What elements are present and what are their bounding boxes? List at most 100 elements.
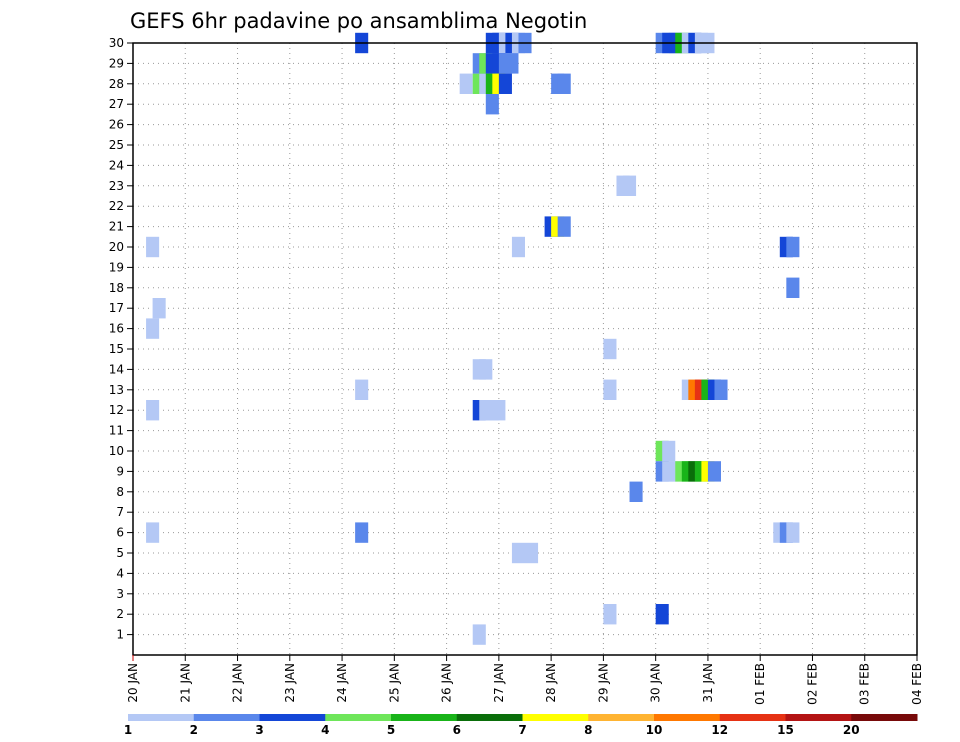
heatmap-cell — [459, 73, 473, 94]
y-tick-label: 9 — [116, 464, 124, 478]
x-tick-label: 03 FEB — [858, 663, 872, 705]
y-tick-label: 23 — [109, 179, 124, 193]
colorbar-swatch — [456, 714, 523, 721]
y-tick-label: 1 — [116, 628, 124, 642]
heatmap-cell — [714, 379, 728, 400]
y-tick-label: 6 — [116, 526, 124, 540]
colorbar-label: 15 — [777, 723, 794, 737]
y-tick-label: 15 — [109, 342, 124, 356]
x-tick-label: 26 JAN — [440, 663, 454, 703]
y-tick-label: 17 — [109, 301, 124, 315]
x-tick-label: 29 JAN — [596, 663, 610, 703]
y-axis: 1234567891011121314151617181920212223242… — [109, 36, 133, 642]
x-tick-label: 25 JAN — [387, 663, 401, 703]
colorbar-swatch — [128, 714, 195, 721]
heatmap-cell — [146, 400, 160, 421]
x-tick-label: 27 JAN — [492, 663, 506, 703]
heatmap-cell — [603, 338, 617, 360]
y-tick-label: 2 — [116, 607, 124, 621]
y-tick-label: 28 — [109, 77, 124, 91]
y-tick-label: 18 — [109, 281, 124, 295]
heatmap-cell — [603, 604, 617, 625]
y-tick-label: 14 — [109, 362, 124, 376]
heatmap-cell — [557, 216, 571, 237]
colorbar: 1 2 3 4 5 6 7 8 10 12 15 20 — [124, 714, 918, 737]
y-tick-label: 24 — [109, 158, 124, 172]
heatmap-cell — [707, 461, 721, 482]
x-axis: 20 JAN 21 JAN 22 JAN 23 JAN 24 JAN 25 JAN 26 J… — [126, 655, 924, 705]
heatmap-cell — [629, 481, 643, 502]
colorbar-label: 5 — [387, 723, 395, 737]
y-tick-label: 19 — [109, 260, 124, 274]
heatmap-cell — [355, 379, 369, 400]
y-tick-label: 25 — [109, 138, 124, 152]
colorbar-swatch — [851, 714, 918, 721]
heatmap-cell — [485, 94, 499, 115]
colorbar-swatch — [588, 714, 655, 721]
colorbar-swatch — [193, 714, 260, 721]
colorbar-swatch — [785, 714, 852, 721]
y-tick-label: 27 — [109, 97, 124, 111]
y-tick-label: 10 — [109, 444, 124, 458]
colorbar-swatch — [391, 714, 458, 721]
heatmap-cell — [786, 522, 800, 543]
colorbar-swatch — [654, 714, 721, 721]
x-tick-label: 28 JAN — [544, 663, 558, 703]
y-tick-label: 29 — [109, 56, 124, 70]
colorbar-label: 1 — [124, 723, 132, 737]
colorbar-label: 10 — [646, 723, 663, 737]
y-tick-label: 12 — [109, 403, 124, 417]
chart-title: GEFS 6hr padavine po ansamblima Negotin — [130, 9, 587, 33]
y-tick-label: 7 — [116, 505, 124, 519]
heatmap-cell — [603, 379, 617, 400]
colorbar-label: 20 — [843, 723, 860, 737]
heatmap-cell — [492, 400, 506, 421]
y-tick-label: 8 — [116, 485, 124, 499]
y-tick-label: 30 — [109, 36, 124, 50]
heatmap-cell — [498, 73, 512, 94]
y-tick-label: 26 — [109, 118, 124, 132]
y-tick-label: 4 — [116, 566, 124, 580]
colorbar-swatch — [259, 714, 326, 721]
heatmap-cell — [557, 73, 571, 94]
x-tick-label: 23 JAN — [283, 663, 297, 703]
heatmap-cell — [146, 522, 160, 543]
x-tick-label: 30 JAN — [649, 663, 663, 703]
heatmap-cell — [511, 542, 525, 564]
heatmap-cell — [505, 53, 519, 74]
heatmap-cell — [355, 522, 369, 543]
y-tick-label: 21 — [109, 220, 124, 234]
colorbar-swatch — [522, 714, 589, 721]
heatmap-cell — [146, 236, 160, 258]
heatmap-cell — [152, 298, 166, 319]
heatmap-cell — [786, 277, 800, 298]
x-tick-label: 31 JAN — [701, 663, 715, 703]
colorbar-label: 6 — [453, 723, 461, 737]
x-tick-label: 22 JAN — [231, 663, 245, 703]
heatmap-cell — [511, 236, 525, 258]
x-tick-label: 24 JAN — [335, 663, 349, 703]
y-tick-label: 20 — [109, 240, 124, 254]
y-tick-label: 22 — [109, 199, 124, 213]
colorbar-label: 12 — [711, 723, 728, 737]
heatmap-cell — [472, 624, 486, 645]
y-tick-label: 3 — [116, 587, 124, 601]
colorbar-label: 4 — [321, 723, 329, 737]
heatmap-cell — [525, 542, 539, 564]
colorbar-label: 3 — [255, 723, 263, 737]
y-tick-label: 11 — [109, 424, 124, 438]
x-tick-label: 02 FEB — [805, 663, 819, 705]
heatmap-cell — [146, 318, 160, 339]
plot-grid — [133, 42, 918, 655]
heatmap-cell — [623, 175, 637, 196]
x-tick-label: 04 FEB — [910, 663, 924, 705]
x-tick-label: 01 FEB — [753, 663, 767, 705]
x-tick-label: 20 JAN — [126, 663, 140, 703]
heatmap-cell — [655, 604, 669, 625]
heatmap-cell — [786, 236, 800, 258]
y-tick-label: 13 — [109, 383, 124, 397]
colorbar-label: 7 — [518, 723, 526, 737]
colorbar-label: 2 — [190, 723, 198, 737]
x-tick-label: 21 JAN — [178, 663, 192, 703]
